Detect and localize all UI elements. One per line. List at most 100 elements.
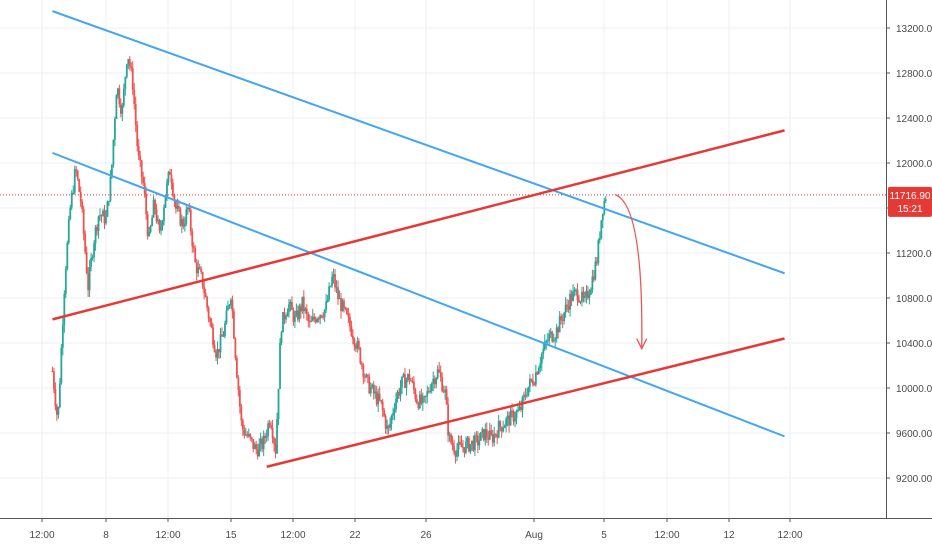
candle-body[interactable] (271, 427, 274, 439)
candle-body[interactable] (581, 291, 583, 302)
candle-body[interactable] (91, 256, 94, 258)
candle-body[interactable] (344, 307, 347, 309)
candle-body[interactable] (369, 387, 372, 394)
blue-trendline-1[interactable] (52, 10, 785, 275)
candle-body[interactable] (72, 192, 75, 194)
candle-body[interactable] (133, 90, 136, 105)
candle-body[interactable] (509, 410, 512, 426)
candle-body[interactable] (421, 396, 424, 404)
candle-body[interactable] (127, 59, 130, 65)
candle-body[interactable] (557, 327, 560, 333)
candle-body[interactable] (460, 443, 463, 448)
candle-body[interactable] (592, 276, 595, 280)
candle-body[interactable] (247, 434, 250, 437)
candle-body[interactable] (90, 257, 93, 267)
candle-body[interactable] (578, 300, 580, 303)
candle-body[interactable] (69, 207, 72, 220)
candle-body[interactable] (241, 420, 244, 430)
candle-body[interactable] (137, 146, 140, 156)
candle-body[interactable] (259, 438, 262, 445)
candle-body[interactable] (482, 428, 485, 441)
candle-body[interactable] (93, 243, 95, 257)
candle-body[interactable] (448, 434, 451, 436)
candle-body[interactable] (439, 372, 442, 378)
candle-body[interactable] (142, 176, 145, 183)
candle-body[interactable] (598, 238, 601, 241)
candle-body[interactable] (185, 209, 188, 224)
candle-body[interactable] (253, 444, 256, 449)
candle-body[interactable] (604, 199, 607, 201)
candle-body[interactable] (371, 384, 374, 388)
candle-body[interactable] (585, 290, 588, 296)
candle-body[interactable] (511, 410, 513, 412)
candle-body[interactable] (88, 266, 91, 291)
candle-body[interactable] (166, 182, 168, 197)
candle-body[interactable] (551, 331, 554, 342)
candle-body[interactable] (362, 364, 365, 377)
candle-body[interactable] (182, 219, 185, 227)
candle-body[interactable] (485, 429, 488, 438)
candle-body[interactable] (588, 294, 591, 298)
candle-body[interactable] (125, 64, 128, 78)
candle-body[interactable] (322, 316, 325, 318)
candle-body[interactable] (235, 357, 238, 378)
candle-body[interactable] (475, 435, 478, 437)
candle-body[interactable] (289, 301, 292, 305)
candle-body[interactable] (316, 318, 319, 322)
candle-body[interactable] (314, 319, 317, 322)
candle-body[interactable] (319, 315, 322, 319)
candle-body[interactable] (506, 415, 509, 419)
candle-body[interactable] (249, 434, 252, 438)
candle-body[interactable] (518, 406, 521, 410)
candle-body[interactable] (212, 327, 214, 345)
candle-body[interactable] (277, 388, 280, 420)
candle-body[interactable] (291, 301, 293, 310)
candle-body[interactable] (331, 276, 333, 287)
candle-body[interactable] (534, 372, 537, 385)
candle-body[interactable] (201, 272, 204, 287)
candle-body[interactable] (573, 289, 576, 292)
candle-body[interactable] (85, 252, 88, 274)
candle-body[interactable] (131, 68, 134, 91)
candle-body[interactable] (206, 297, 209, 308)
candle-body[interactable] (301, 296, 304, 312)
candle-body[interactable] (517, 409, 519, 412)
candle-body[interactable] (197, 267, 200, 274)
candle-body[interactable] (204, 293, 207, 298)
candle-body[interactable] (454, 452, 457, 457)
candle-body[interactable] (288, 304, 290, 313)
candle-body[interactable] (302, 296, 305, 311)
candle-body[interactable] (576, 289, 579, 301)
red-trendline-2[interactable] (266, 337, 785, 468)
candle-body[interactable] (61, 325, 64, 348)
candle-body[interactable] (146, 214, 149, 236)
candle-body[interactable] (180, 219, 183, 226)
candle-body[interactable] (191, 231, 194, 247)
candle-body[interactable] (603, 200, 606, 214)
candle-body[interactable] (350, 326, 353, 336)
candle-body[interactable] (152, 199, 155, 218)
candle-body[interactable] (334, 274, 336, 288)
candle-body[interactable] (408, 373, 411, 381)
candle-body[interactable] (273, 438, 275, 444)
candle-body[interactable] (445, 389, 448, 405)
candle-body[interactable] (392, 413, 394, 416)
candle-body[interactable] (216, 348, 219, 358)
candle-body[interactable] (399, 387, 402, 396)
candle-body[interactable] (60, 347, 63, 384)
candle-body[interactable] (158, 220, 161, 231)
candle-body[interactable] (377, 393, 380, 405)
candle-body[interactable] (349, 316, 351, 327)
candle-body[interactable] (218, 348, 220, 353)
candle-body[interactable] (479, 432, 482, 441)
candle-body[interactable] (450, 434, 452, 443)
candle-body[interactable] (494, 433, 497, 435)
candle-body[interactable] (531, 380, 534, 385)
candle-body[interactable] (63, 293, 66, 326)
candle-body[interactable] (308, 321, 311, 323)
candle-body[interactable] (508, 415, 510, 426)
candle-body[interactable] (473, 435, 476, 451)
candle-body[interactable] (381, 401, 384, 411)
candle-body[interactable] (139, 155, 142, 161)
